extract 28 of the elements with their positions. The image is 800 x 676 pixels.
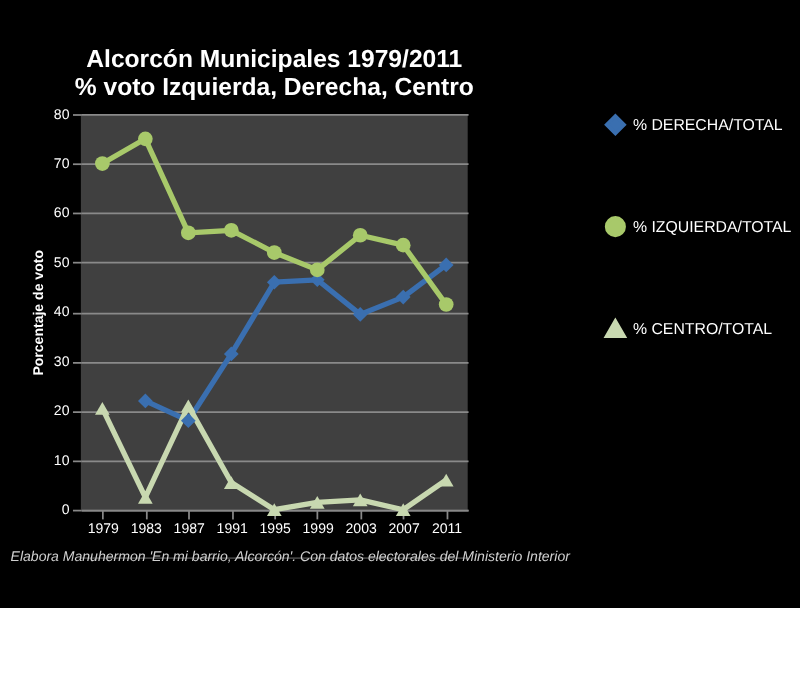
text: Alcorcón Municipales 1979/2011 [86, 44, 463, 73]
point [137, 393, 153, 409]
point [395, 237, 411, 253]
point [309, 262, 325, 278]
legend-label: % DERECHA/TOTAL [632, 115, 784, 134]
point [352, 227, 368, 243]
point [180, 225, 196, 241]
point [95, 156, 110, 171]
point [266, 274, 282, 290]
point [223, 346, 239, 362]
point [309, 495, 325, 509]
point [438, 257, 454, 273]
point [438, 297, 454, 312]
point [180, 413, 196, 429]
point [266, 245, 282, 260]
legend-label: % CENTRO/TOTAL [632, 319, 774, 338]
point [352, 307, 368, 322]
point [266, 503, 282, 517]
point [137, 131, 153, 147]
point [223, 476, 239, 489]
text: % voto Izquierda, Derecha, Centro [74, 72, 474, 101]
point [395, 503, 411, 517]
point [95, 401, 110, 415]
legend-label: % IZQUIERDA/TOTAL [632, 217, 793, 236]
point [223, 222, 239, 238]
point [180, 399, 196, 413]
point [352, 493, 368, 507]
point [395, 289, 411, 305]
